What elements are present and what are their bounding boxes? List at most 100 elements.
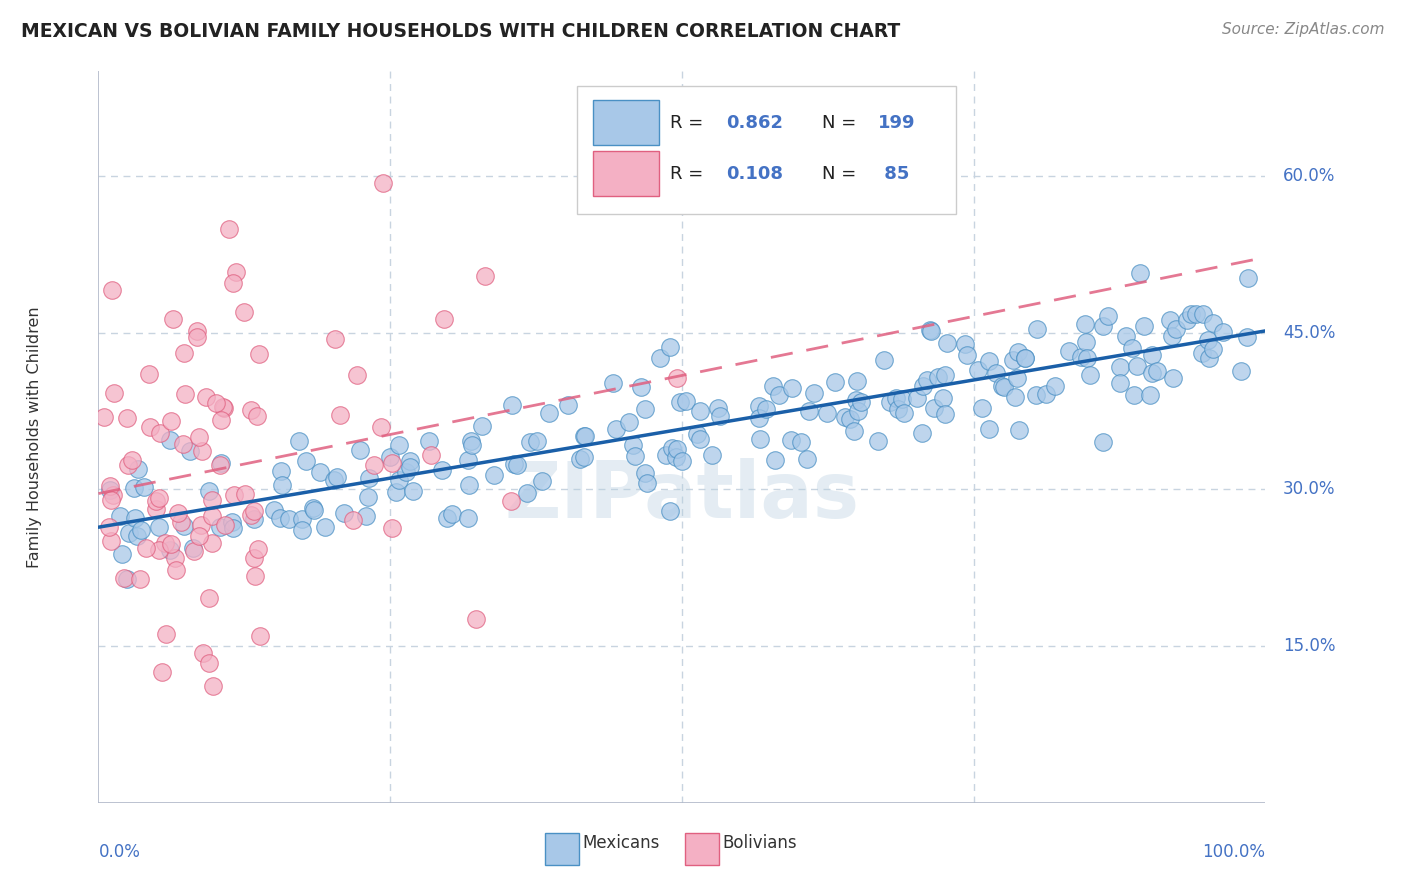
Point	[249, 629, 271, 643]
Point	[1008, 423, 1031, 437]
Point	[1159, 313, 1181, 327]
Point	[430, 463, 453, 477]
Point	[103, 386, 125, 401]
Point	[689, 433, 711, 447]
Point	[139, 419, 162, 434]
Point	[675, 394, 697, 409]
Point	[314, 519, 336, 533]
Point	[243, 512, 266, 526]
Point	[501, 398, 523, 412]
Point	[1236, 330, 1258, 344]
Point	[188, 529, 211, 543]
Point	[150, 665, 173, 680]
Point	[1139, 388, 1161, 402]
Point	[359, 471, 381, 485]
Point	[893, 406, 915, 420]
Point	[457, 511, 479, 525]
Point	[630, 380, 652, 394]
Point	[195, 390, 218, 404]
Point	[796, 451, 818, 466]
Point	[912, 379, 935, 393]
Text: 60.0%: 60.0%	[1282, 167, 1336, 185]
Point	[270, 464, 292, 478]
Point	[1122, 388, 1144, 402]
Point	[709, 409, 731, 424]
Point	[519, 435, 541, 450]
Point	[440, 507, 463, 521]
Point	[621, 438, 644, 452]
Point	[844, 425, 866, 439]
Point	[654, 448, 676, 462]
Text: 0.0%: 0.0%	[98, 843, 141, 861]
Point	[1128, 266, 1150, 280]
Point	[1074, 335, 1097, 350]
Point	[173, 346, 195, 360]
Point	[460, 434, 482, 449]
Point	[370, 419, 392, 434]
Point	[1180, 307, 1202, 321]
Point	[148, 543, 170, 558]
Point	[780, 433, 803, 447]
Text: 45.0%: 45.0%	[1282, 324, 1336, 342]
Point	[1126, 359, 1149, 373]
Point	[98, 479, 121, 493]
Point	[979, 353, 1001, 368]
Point	[173, 518, 195, 533]
Text: 85: 85	[877, 165, 910, 183]
Point	[145, 502, 167, 516]
Point	[381, 521, 404, 535]
Point	[846, 374, 869, 388]
FancyBboxPatch shape	[546, 833, 579, 865]
Point	[1115, 328, 1137, 343]
Point	[797, 404, 820, 418]
Point	[839, 411, 862, 425]
Point	[669, 395, 692, 409]
Point	[388, 473, 411, 487]
Point	[1035, 386, 1057, 401]
Point	[186, 330, 208, 344]
Point	[636, 476, 658, 491]
Point	[160, 414, 183, 428]
Point	[891, 392, 914, 406]
Point	[1230, 364, 1253, 378]
Point	[148, 520, 170, 534]
Point	[205, 395, 228, 409]
Point	[824, 375, 846, 389]
Point	[665, 442, 688, 456]
Point	[955, 348, 977, 362]
Point	[935, 335, 957, 350]
Point	[277, 511, 299, 525]
Point	[115, 410, 138, 425]
Point	[108, 508, 131, 523]
Point	[121, 452, 143, 467]
Point	[1074, 317, 1097, 331]
Point	[134, 480, 156, 494]
Point	[755, 402, 778, 417]
Point	[179, 443, 201, 458]
Point	[349, 442, 371, 457]
Point	[966, 363, 988, 377]
Point	[357, 490, 380, 504]
Point	[149, 425, 172, 440]
FancyBboxPatch shape	[593, 100, 658, 145]
Point	[208, 520, 231, 534]
Point	[186, 324, 208, 338]
Text: 199: 199	[877, 113, 915, 131]
Point	[197, 483, 219, 498]
Text: N =: N =	[823, 165, 862, 183]
Text: Mexicans: Mexicans	[582, 834, 659, 852]
Point	[129, 572, 152, 586]
Point	[221, 276, 243, 290]
Point	[990, 379, 1012, 393]
Point	[457, 452, 479, 467]
Point	[986, 366, 1008, 380]
Point	[748, 411, 770, 425]
Point	[1076, 351, 1098, 366]
Point	[100, 534, 122, 549]
Point	[461, 438, 484, 452]
Point	[530, 475, 553, 489]
Point	[191, 444, 214, 458]
FancyBboxPatch shape	[685, 833, 720, 865]
Point	[464, 612, 486, 626]
Point	[970, 401, 993, 415]
